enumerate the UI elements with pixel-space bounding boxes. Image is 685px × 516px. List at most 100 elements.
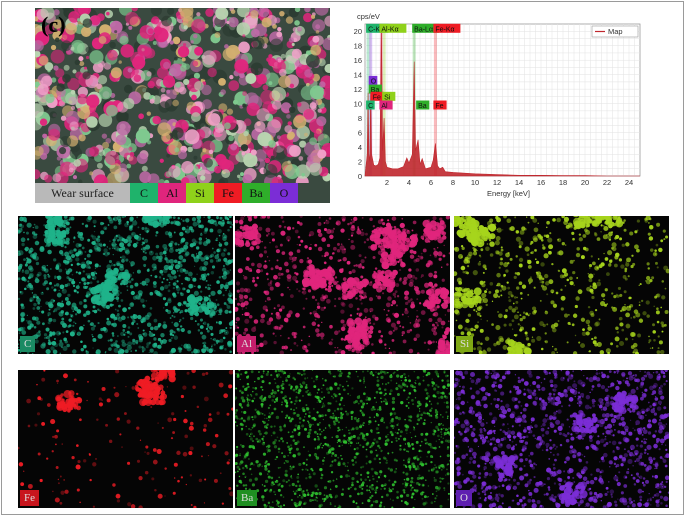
map-dot bbox=[112, 334, 115, 337]
map-dot bbox=[173, 270, 175, 272]
map-dot bbox=[205, 442, 210, 447]
map-dot bbox=[61, 346, 63, 348]
map-dot bbox=[329, 324, 333, 329]
map-dot bbox=[327, 287, 332, 293]
map-dot bbox=[190, 503, 193, 506]
map-dot bbox=[385, 302, 391, 308]
map-dot bbox=[186, 371, 190, 375]
map-dot bbox=[221, 502, 225, 505]
map-dot bbox=[406, 230, 411, 235]
map-cluster-dot bbox=[383, 257, 388, 262]
composite-blob bbox=[133, 74, 142, 83]
map-dot bbox=[536, 275, 539, 278]
map-cluster-dot bbox=[103, 294, 112, 302]
map-dot bbox=[587, 324, 590, 327]
map-dot bbox=[205, 371, 209, 375]
map-dot bbox=[184, 230, 187, 233]
composite-blob bbox=[60, 115, 67, 121]
map-dot bbox=[493, 342, 497, 347]
map-dot bbox=[188, 425, 194, 431]
map-cluster-dot bbox=[158, 384, 164, 390]
map-dot bbox=[131, 315, 136, 320]
x-tick-label: 8 bbox=[451, 178, 455, 187]
map-dot bbox=[280, 216, 284, 219]
map-dot bbox=[149, 330, 151, 333]
map-dot bbox=[151, 263, 157, 269]
map-dot bbox=[263, 246, 267, 249]
x-axis-label: Energy [keV] bbox=[487, 189, 530, 198]
composite-blob bbox=[35, 145, 44, 157]
map-cluster-dot bbox=[382, 236, 389, 243]
map-dot bbox=[208, 413, 212, 416]
map-dot bbox=[66, 218, 69, 222]
map-dot bbox=[78, 301, 83, 305]
map-dot bbox=[560, 288, 563, 292]
map-dot bbox=[54, 338, 56, 340]
map-dot bbox=[21, 228, 23, 230]
map-dot bbox=[223, 330, 229, 336]
map-dot bbox=[223, 249, 226, 252]
composite-blob bbox=[35, 50, 41, 58]
map-dot bbox=[601, 293, 606, 298]
composite-blob bbox=[59, 147, 67, 155]
map-dot bbox=[174, 242, 178, 246]
map-dot bbox=[268, 233, 270, 235]
map-dot bbox=[92, 505, 96, 508]
map-dot bbox=[43, 233, 46, 237]
map-cluster-dot bbox=[331, 284, 334, 287]
map-dot bbox=[577, 289, 583, 295]
map-dot bbox=[571, 231, 575, 235]
composite-blob bbox=[260, 89, 275, 105]
map-cluster-dot bbox=[429, 220, 437, 228]
map-cluster-dot bbox=[463, 292, 468, 297]
y-tick-label: 18 bbox=[354, 42, 362, 51]
map-dot bbox=[19, 351, 22, 354]
map-dot bbox=[320, 336, 324, 340]
map-dot bbox=[580, 343, 586, 349]
map-cluster-dot bbox=[90, 286, 98, 295]
map-dot bbox=[488, 291, 492, 294]
map-dot bbox=[407, 273, 413, 279]
composite-blob bbox=[276, 135, 281, 140]
map-dot bbox=[75, 464, 81, 470]
map-dot bbox=[22, 276, 25, 280]
map-cluster-dot bbox=[66, 400, 75, 409]
map-dot bbox=[77, 284, 80, 286]
map-dot bbox=[456, 277, 462, 283]
map-dot bbox=[228, 486, 232, 490]
composite-blob bbox=[289, 83, 295, 89]
composite-blob bbox=[52, 173, 62, 183]
map-dot bbox=[419, 302, 422, 305]
peak-annotation: C bbox=[366, 100, 375, 110]
map-dot bbox=[443, 330, 449, 336]
map-dot bbox=[112, 342, 118, 347]
map-dot bbox=[525, 312, 529, 316]
map-dot bbox=[664, 287, 667, 290]
map-cluster-dot bbox=[426, 303, 433, 310]
map-dot bbox=[245, 307, 247, 309]
map-dot bbox=[361, 266, 365, 269]
map-dot bbox=[506, 281, 509, 284]
map-dot bbox=[177, 308, 181, 312]
map-dot bbox=[122, 324, 127, 329]
composite-blob bbox=[65, 22, 77, 35]
map-dot bbox=[132, 295, 138, 300]
map-dot bbox=[129, 302, 135, 308]
map-dot bbox=[47, 273, 49, 276]
map-dot bbox=[83, 344, 87, 349]
map-dot bbox=[535, 260, 540, 264]
map-dot bbox=[415, 289, 420, 294]
x-tick-label: 6 bbox=[429, 178, 433, 187]
map-cluster-dot bbox=[457, 292, 461, 297]
map-dot bbox=[597, 258, 600, 260]
map-dot bbox=[308, 335, 311, 338]
map-dot bbox=[65, 311, 69, 316]
map-dot bbox=[555, 291, 559, 295]
map-dot bbox=[271, 238, 276, 242]
map-cluster-dot bbox=[439, 222, 447, 230]
map-dot bbox=[144, 226, 148, 230]
x-tick-label: 12 bbox=[493, 178, 501, 187]
map-dot bbox=[498, 251, 503, 256]
map-dot bbox=[559, 274, 564, 279]
map-dot bbox=[30, 247, 33, 250]
